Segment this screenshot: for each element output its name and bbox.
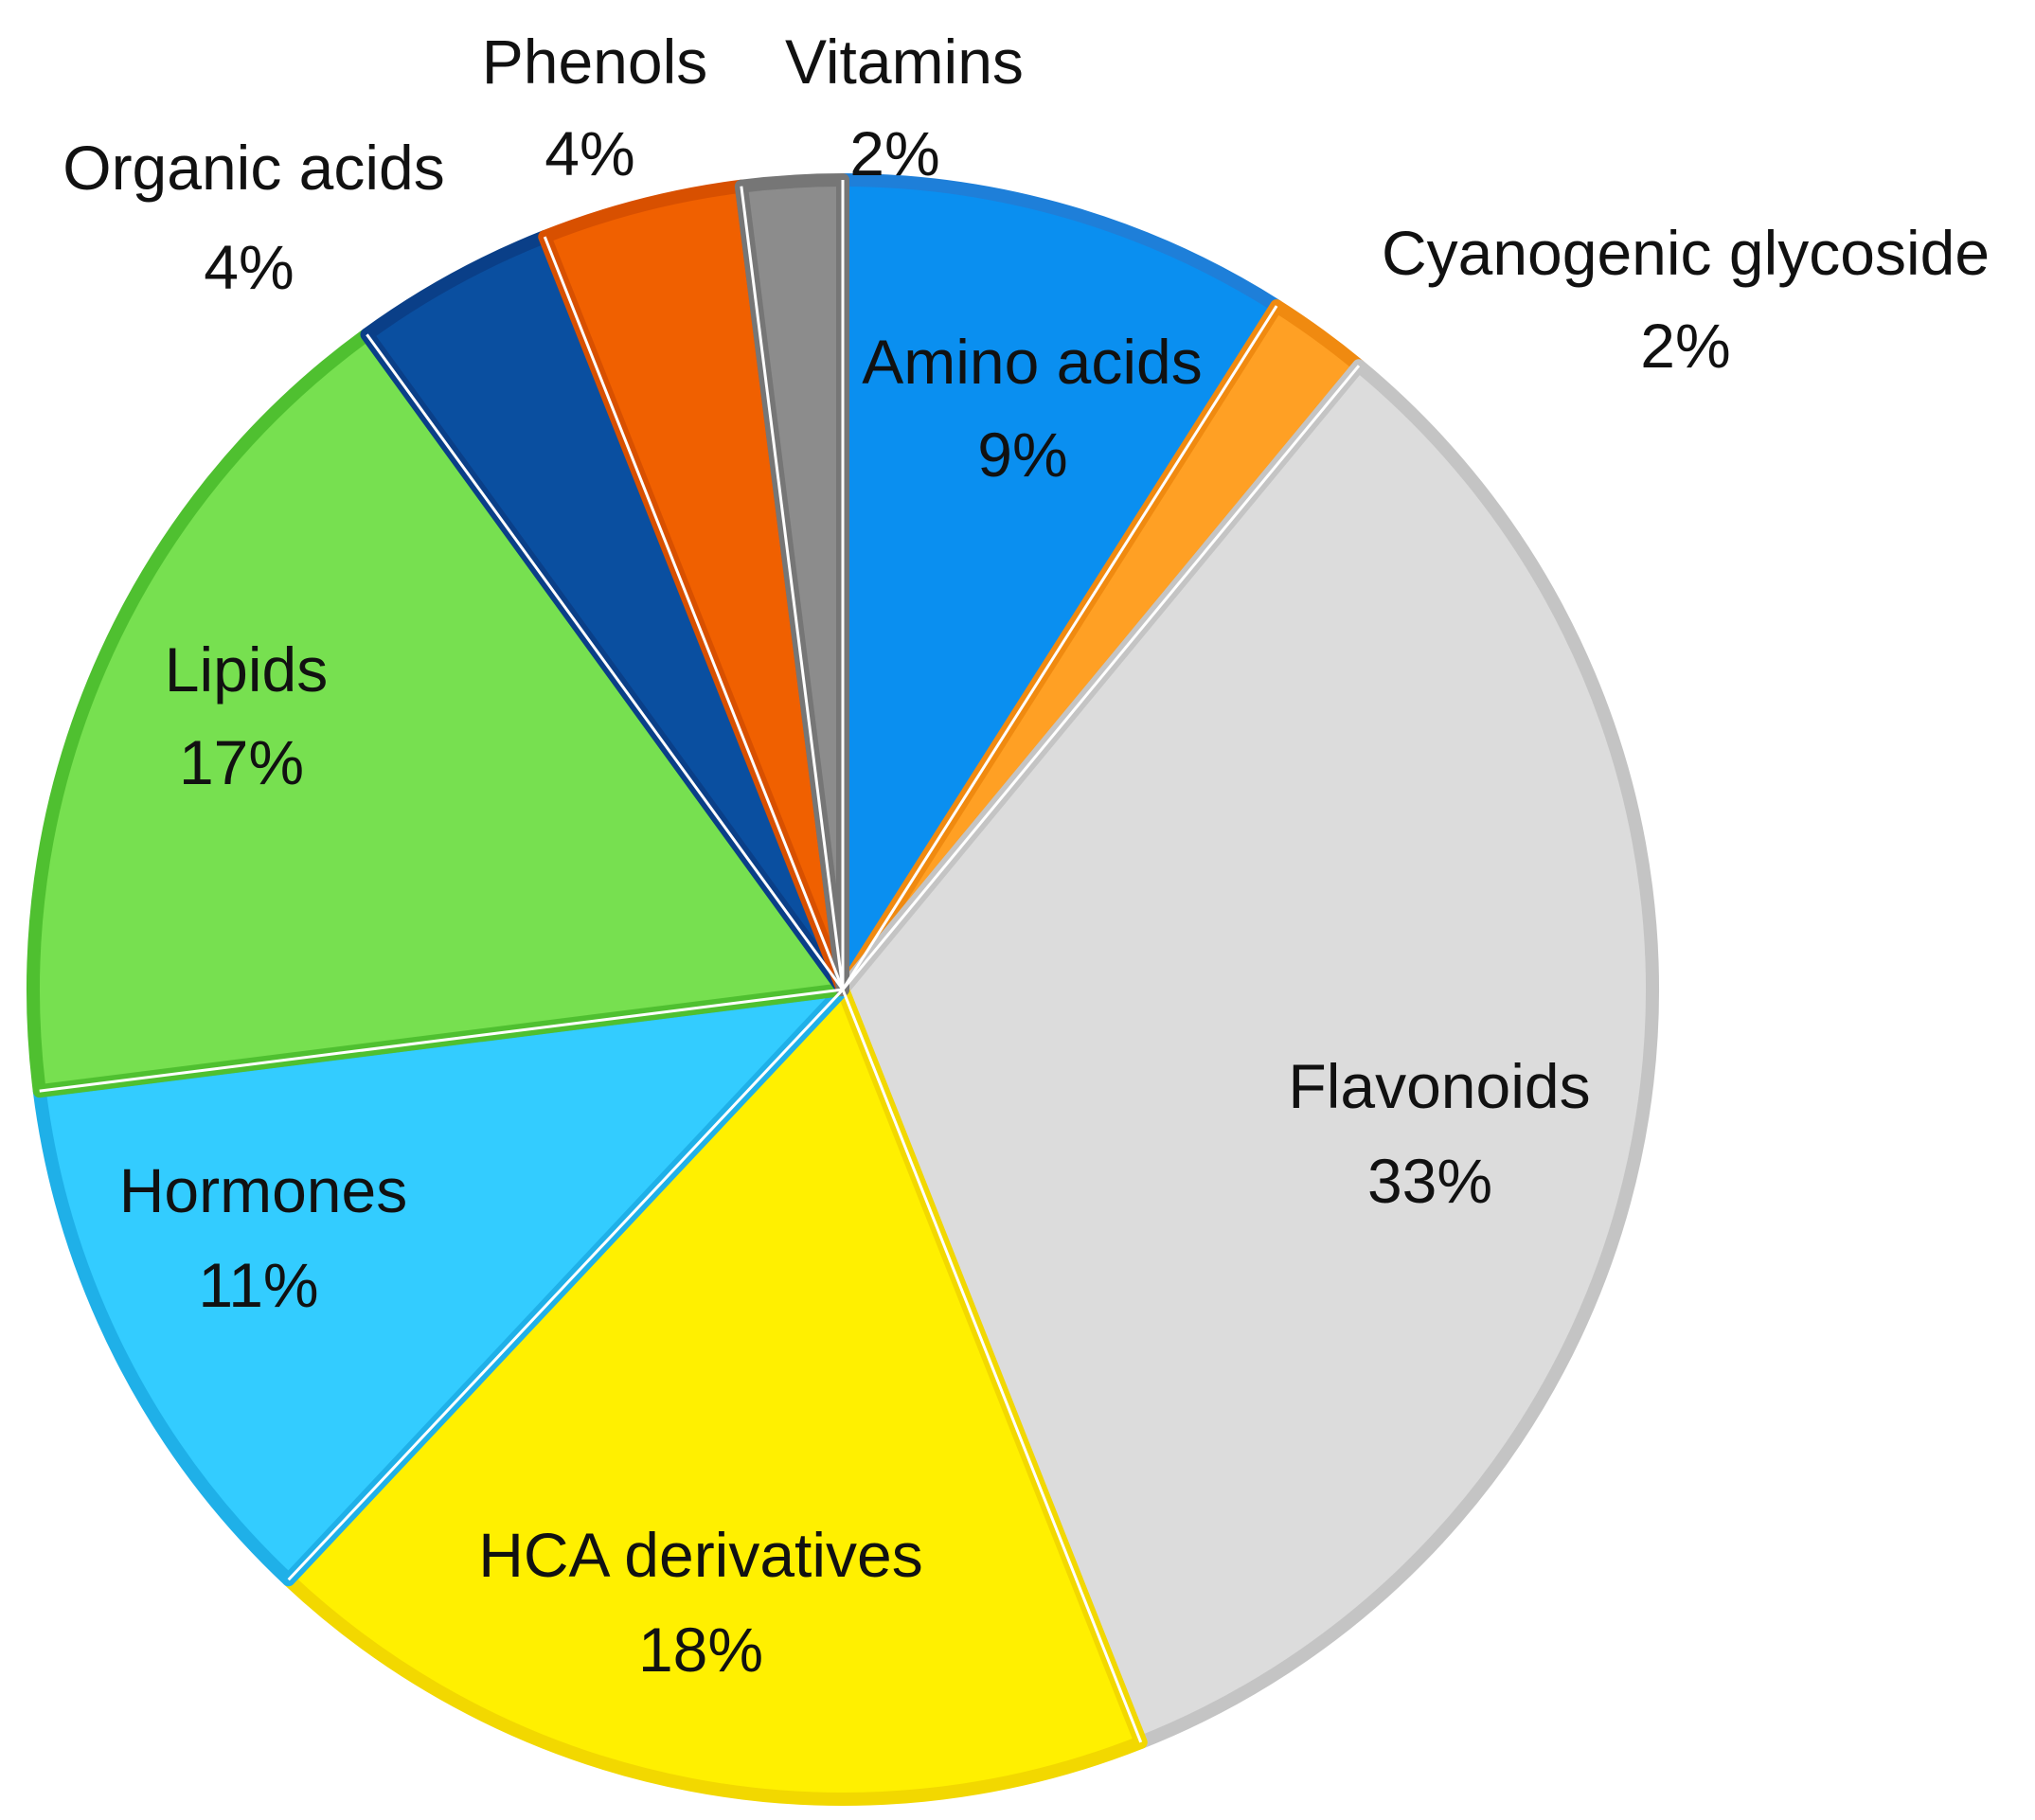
label-lipids: Lipids (165, 634, 328, 705)
pie-slice-lipids (27, 328, 849, 1098)
slice-separator (841, 989, 1143, 1743)
percent-vitamins: 2% (849, 118, 939, 188)
label-phenols: Phenols (482, 27, 708, 97)
pie-slice-hormones (32, 983, 849, 1587)
percent-hormones: 11% (198, 1250, 318, 1320)
slice-separator (287, 988, 845, 1581)
label-hca-derivatives: HCA derivatives (478, 1520, 923, 1590)
label-vitamins: Vitamins (785, 27, 1024, 97)
slice-separator (366, 333, 845, 990)
percent-amino-acids: 9% (977, 419, 1067, 490)
slice-separator (543, 236, 845, 990)
label-cyanogenic-glycoside: Cyanogenic glycoside (1382, 218, 1990, 288)
percent-organic-acids: 4% (204, 232, 294, 302)
pie-slice-hca-derivatives (281, 983, 1148, 1806)
pie-slice-flavonoids (836, 359, 1660, 1749)
percent-phenols: 4% (544, 118, 634, 188)
label-flavonoids: Flavonoids (1288, 1051, 1590, 1121)
pie-slice-amino-acids (836, 173, 1284, 996)
percent-cyanogenic-glycoside: 2% (1640, 311, 1730, 381)
slice-labels: Amino acids 9% Cyanogenic glycoside 2% F… (62, 27, 1990, 1685)
label-hormones: Hormones (119, 1155, 407, 1225)
label-organic-acids: Organic acids (62, 133, 445, 203)
percent-lipids: 17% (179, 727, 304, 797)
percent-hca-derivatives: 18% (638, 1615, 763, 1685)
percent-flavonoids: 33% (1367, 1146, 1492, 1216)
pie-slices (27, 173, 1660, 1806)
slice-separator (841, 365, 1361, 990)
slice-separator (841, 305, 1278, 990)
label-amino-acids: Amino acids (862, 327, 1203, 397)
slice-separator (740, 186, 845, 990)
slice-separator (39, 988, 844, 1093)
